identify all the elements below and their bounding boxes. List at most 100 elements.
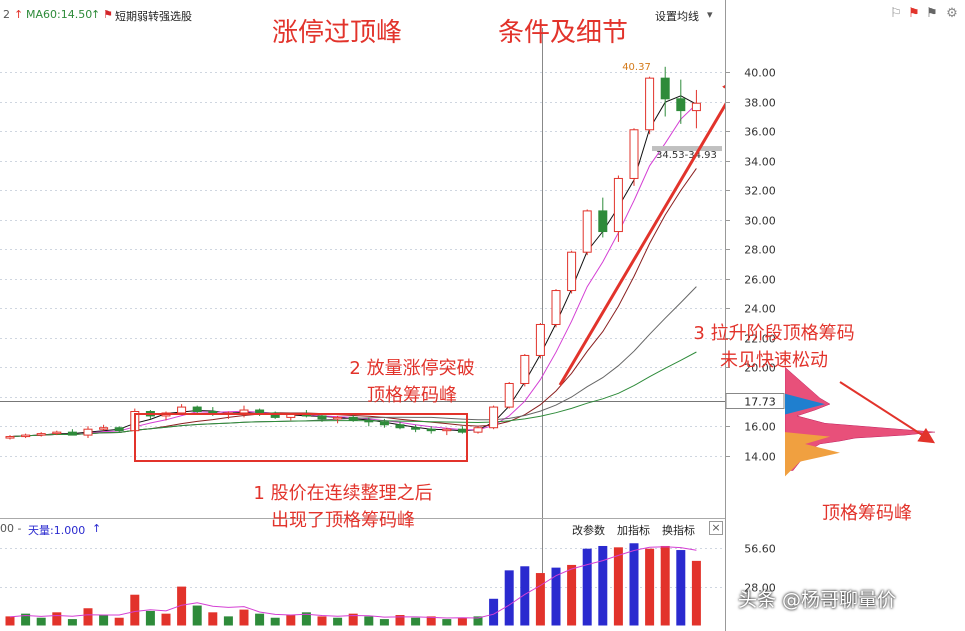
candle-body [317, 415, 327, 420]
gear-icon[interactable]: ⚙ [946, 6, 958, 21]
candle-body [535, 323, 545, 356]
y-tick-label: 24.00 [744, 303, 776, 316]
close-icon[interactable]: × [709, 521, 723, 535]
current-price-box [725, 393, 785, 409]
candle-body [457, 428, 467, 433]
candle-body [114, 427, 124, 432]
volume-bar [21, 613, 31, 626]
volume-bar [239, 609, 249, 626]
y-tick-label: 30.00 [744, 215, 776, 228]
candle-body [442, 428, 452, 432]
annotation-3-line1: 3 拉升阶段顶格筹码 [693, 323, 855, 344]
prefix-text: 2 [3, 8, 10, 21]
candle-body [192, 406, 202, 413]
chevron-down-icon[interactable]: ▾ [707, 8, 713, 21]
add-indicator-button[interactable]: 加指标 [617, 524, 650, 537]
candle-body [36, 433, 46, 436]
candle-body [567, 251, 577, 292]
candle-body [582, 210, 592, 253]
volume-bar [223, 616, 233, 626]
volume-bar [645, 548, 655, 626]
annotation-overlay: 40.37 34.53-34.93 [134, 62, 936, 462]
y-tick-label: 22.00 [744, 333, 776, 346]
volume-bar [567, 564, 577, 626]
chip-peak-blue [785, 393, 825, 415]
y-tick-label: 26.00 [744, 274, 776, 287]
volume-bar [660, 545, 670, 626]
candle-body [379, 421, 389, 426]
volume-bar [364, 616, 374, 626]
axis-background [725, 0, 785, 631]
candle-body [21, 434, 31, 438]
volume-bar [36, 617, 46, 626]
price-axis: 14.00 16.00 20.00 22.00 24.00 26.00 28.00 30.00… [725, 0, 785, 631]
volume-bar [520, 566, 530, 626]
candle-body [99, 427, 109, 430]
toolbar-icons: ⚐ ⚑ ⚑ ⚙ [888, 6, 963, 24]
indicator-bar: 2 ↑ MA60:14.50 ↑ ⚑ 短期弱转强选股 设置均线 ▾ [0, 0, 725, 28]
candle-body [676, 98, 686, 112]
chip-distribution [784, 366, 936, 477]
candle-body [255, 409, 265, 414]
annotation-1-line1: 1 股价在连续整理之后 [253, 483, 433, 504]
candle-body [489, 406, 499, 429]
volume-bar [551, 567, 561, 626]
candle-body [520, 354, 530, 384]
volume-grid [0, 518, 785, 588]
candle-body [629, 129, 639, 179]
y-tick-label: 20.00 [744, 362, 776, 375]
up-arrow-icon: ↑ [14, 8, 24, 21]
volume-bar [145, 610, 155, 626]
volume-bar [598, 545, 608, 626]
y-tick-label: 16.00 [744, 421, 776, 434]
volume-bar [5, 616, 15, 626]
volume-bar [411, 617, 421, 626]
red-flag-icon[interactable]: ⚑ [908, 6, 920, 21]
volume-bar [192, 605, 202, 626]
volume-bar [83, 608, 93, 626]
volume-bar [348, 613, 358, 626]
volume-bar [379, 619, 389, 626]
y-tick-label: 40.00 [744, 67, 776, 80]
volume-bar [629, 543, 639, 626]
candle-body [473, 427, 483, 433]
tianliang-label: 天量:1.000 [28, 524, 86, 537]
volume-bar [208, 612, 218, 626]
candle-body [364, 419, 374, 423]
flag-icon[interactable]: ⚐ [890, 6, 902, 21]
volume-bar [114, 617, 124, 626]
chip-peak-arrow [839, 381, 936, 444]
candle-body [551, 290, 561, 325]
switch-indicator-button[interactable]: 换指标 [662, 524, 695, 537]
gray-flag-icon[interactable]: ⚑ [926, 6, 938, 21]
volume-bar [161, 613, 171, 626]
trend-arrow [558, 72, 745, 386]
candle-body [426, 428, 436, 432]
candle-body [52, 431, 62, 435]
price-grid [0, 28, 725, 625]
annotation-1: 1 股价在连续整理之后 出现了顶格筹码峰 [228, 480, 458, 534]
candle-body [613, 177, 623, 233]
chip-peak-orange [785, 432, 840, 477]
change-params-button[interactable]: 改参数 [572, 524, 605, 537]
candle-body [411, 427, 421, 430]
current-price-label: 17.73 [744, 396, 776, 409]
volume-prefix: 00 - [0, 522, 22, 535]
volume-bar [676, 550, 686, 626]
volume-tick-label: 28.00 [744, 582, 776, 595]
annotation-1-line2: 出现了顶格筹码峰 [271, 510, 415, 531]
red-flag-icon[interactable]: ⚑ [103, 8, 113, 21]
watermark: 头条 @杨哥聊量价 [738, 589, 897, 611]
settings-ma-button[interactable]: 设置均线 [655, 10, 699, 23]
y-tick-label: 36.00 [744, 126, 776, 139]
volume-bar [270, 617, 280, 626]
annotation-2: 2 放量涨停突破 顶格筹码峰 [330, 355, 494, 409]
range-label: 34.53-34.93 [656, 150, 717, 161]
volume-bar [177, 586, 187, 626]
volume-bar [582, 548, 592, 626]
strategy-label[interactable]: 短期弱转强选股 [115, 10, 192, 23]
y-tick-label: 38.00 [744, 97, 776, 110]
volume-bar [613, 547, 623, 626]
candle-body [177, 406, 187, 414]
